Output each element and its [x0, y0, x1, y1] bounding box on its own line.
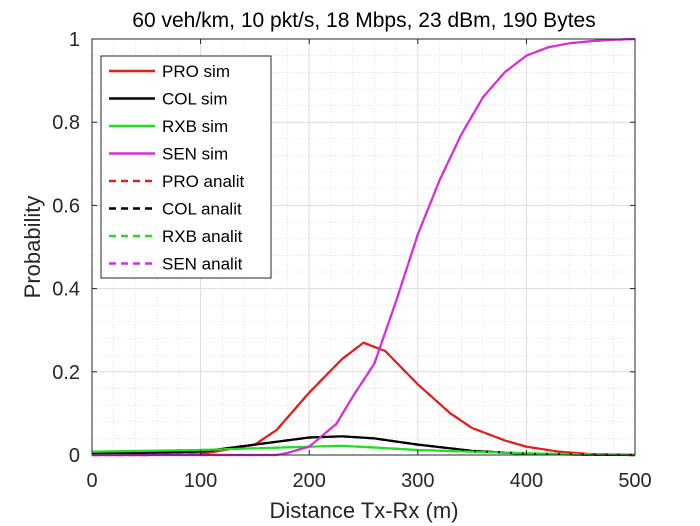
x-tick-label: 200 — [293, 470, 326, 492]
legend-label: PRO analit — [162, 172, 244, 191]
legend-label: RXB sim — [162, 117, 228, 136]
legend-label: PRO sim — [162, 62, 230, 81]
x-tick-label: 300 — [401, 470, 434, 492]
ticks: 0 100 200 300 400 500 0 0.2 0.4 0.6 0.8 1 — [52, 29, 652, 492]
chart-title: 60 veh/km, 10 pkt/s, 18 Mbps, 23 dBm, 19… — [132, 9, 595, 32]
legend-box — [100, 55, 272, 279]
y-tick-label: 0.2 — [52, 362, 80, 384]
y-tick-label: 0.6 — [52, 195, 80, 217]
y-tick-label: 0 — [69, 445, 80, 467]
legend-label: SEN sim — [162, 145, 228, 164]
x-tick-label: 0 — [86, 470, 97, 492]
series-line-rxb-analit — [91, 444, 636, 456]
series-layer — [91, 37, 636, 457]
x-tick-label: 500 — [618, 470, 651, 492]
legend: PRO sim COL sim RXB sim SEN sim PRO analit CO… — [100, 55, 272, 279]
legend-label: COL analit — [162, 200, 242, 219]
plot-frame — [91, 38, 636, 456]
y-tick-label: 0.4 — [52, 279, 80, 301]
legend-label: RXB analit — [162, 227, 243, 246]
x-tick-label: 100 — [184, 470, 217, 492]
y-tick-label: 0.8 — [52, 112, 80, 134]
series-line-sen-analit — [92, 37, 636, 457]
y-tick-label: 1 — [69, 29, 80, 51]
series-line-col-analit — [91, 435, 636, 457]
x-axis-label: Distance Tx-Rx (m) — [269, 498, 458, 523]
legend-label: COL sim — [162, 90, 228, 109]
y-axis-label: Probability — [20, 196, 45, 299]
legend-label: SEN analit — [162, 255, 243, 274]
x-tick-label: 400 — [510, 470, 543, 492]
